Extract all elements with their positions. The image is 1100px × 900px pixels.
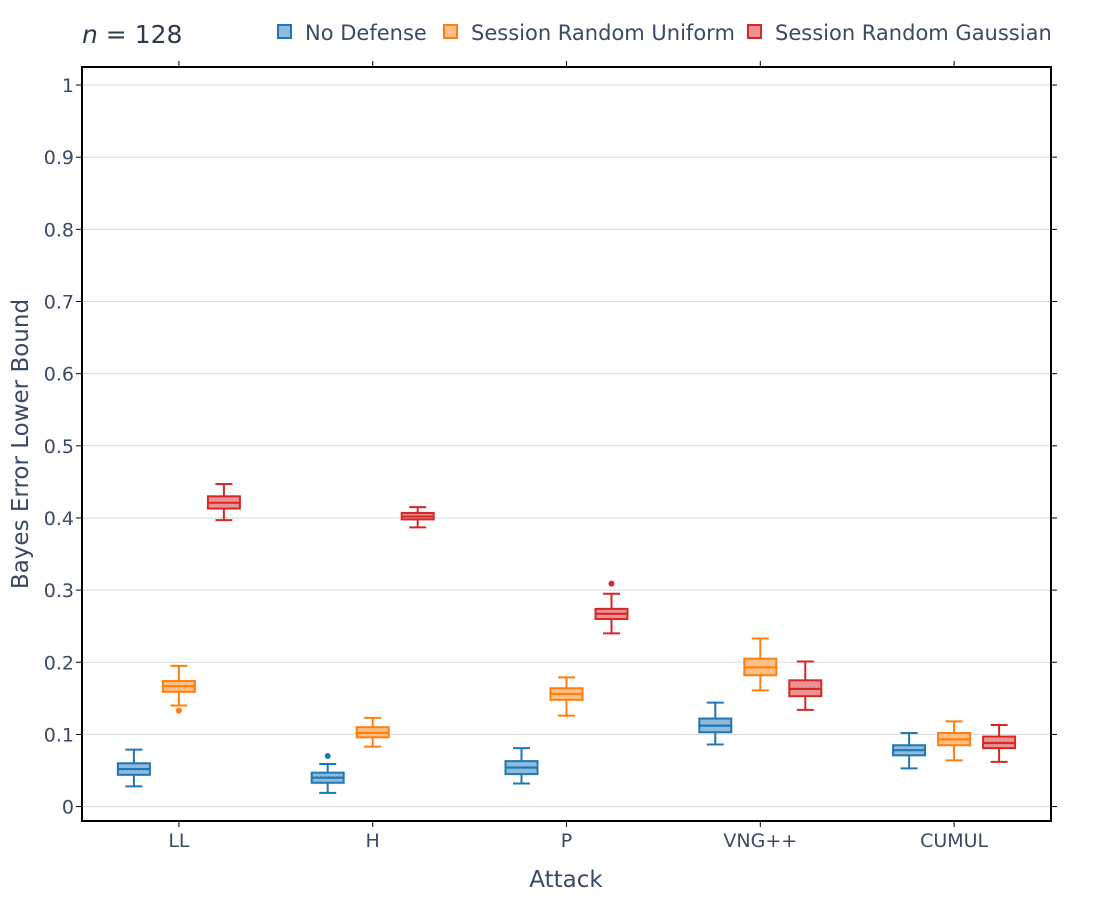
outlier-point	[608, 580, 615, 587]
box	[355, 716, 390, 748]
y-tick-label: 0.9	[44, 147, 74, 169]
y-tick-label: 0.8	[44, 219, 74, 241]
box	[788, 660, 823, 711]
x-tick-label: P	[561, 830, 572, 852]
legend[interactable]: No Defense Session Random Uniform Session …	[277, 21, 1052, 45]
y-tick-label: 1	[62, 75, 74, 97]
outlier-point	[175, 707, 182, 714]
legend-item[interactable]: Session Random Uniform	[443, 21, 735, 45]
legend-label: Session Random Uniform	[471, 21, 735, 45]
y-tick-label: 0.2	[44, 652, 74, 674]
y-tick-label: 0.6	[44, 364, 74, 386]
box	[400, 506, 435, 529]
legend-label: No Defense	[305, 21, 427, 45]
box	[698, 701, 733, 746]
plot-frame	[81, 66, 1052, 822]
box-marks	[116, 483, 1017, 794]
x-tick-label: CUMUL	[920, 830, 988, 852]
y-tick-label: 0	[62, 797, 74, 819]
box	[892, 731, 927, 770]
x-tick-label: H	[366, 830, 380, 852]
box	[116, 748, 151, 788]
box	[743, 637, 778, 692]
y-tick-label: 0.1	[44, 724, 74, 746]
box	[982, 724, 1017, 763]
legend-item[interactable]: Session Random Gaussian	[747, 21, 1052, 45]
legend-swatch	[747, 24, 762, 39]
x-tick-label: VNG++	[723, 830, 797, 852]
annotation-value: = 128	[98, 20, 183, 49]
y-axis-title: Bayes Error Lower Bound	[8, 299, 34, 589]
box	[504, 747, 539, 785]
y-tick-labels: 0 0.1 0.2 0.3 0.4 0.5 0.6 0.7 0.8 0.9 1	[44, 75, 74, 819]
box	[310, 753, 345, 794]
x-tick-labels: LL H P VNG++ CUMUL	[168, 830, 988, 852]
box	[206, 483, 241, 522]
y-tick-label: 0.3	[44, 580, 74, 602]
x-axis-title: Attack	[529, 867, 603, 893]
y-tick-label: 0.4	[44, 508, 74, 530]
outlier-point	[324, 753, 331, 760]
box	[549, 676, 584, 717]
box	[161, 664, 196, 714]
y-tick-label: 0.7	[44, 291, 74, 313]
y-tick-label: 0.5	[44, 436, 74, 458]
annotation-italic-n: n	[82, 20, 98, 49]
legend-label: Session Random Gaussian	[775, 21, 1052, 45]
sample-size-annotation: n = 128	[82, 20, 182, 49]
box	[594, 580, 629, 635]
legend-swatch	[277, 24, 292, 39]
grid-lines	[76, 61, 1057, 827]
box	[937, 720, 972, 762]
legend-swatch	[443, 24, 458, 39]
legend-item[interactable]: No Defense	[277, 21, 427, 45]
x-tick-label: LL	[168, 830, 190, 852]
